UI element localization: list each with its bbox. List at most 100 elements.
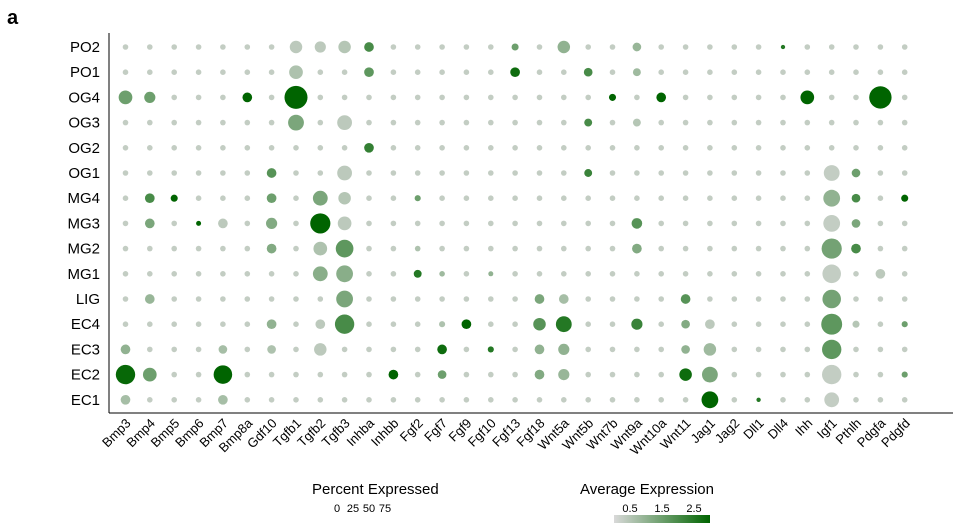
dot-EC4-Bmp6 bbox=[195, 321, 202, 328]
dot-PO1-Tgfb2 bbox=[317, 69, 324, 75]
dot-EC1-Pdgfd bbox=[901, 397, 908, 403]
row-label: MG2 bbox=[67, 241, 100, 258]
dot-OG2-Bmp8a bbox=[244, 145, 251, 151]
dot-MG4-Bmp3 bbox=[122, 195, 129, 201]
dot-MG2-Fgf18 bbox=[536, 245, 543, 252]
dot-MG2-Wnt5b bbox=[585, 245, 591, 252]
dot-MG3-Fgf2 bbox=[414, 220, 421, 227]
dot-MG4-Dll4 bbox=[780, 195, 786, 201]
dot-LIG-Igf1 bbox=[822, 289, 841, 309]
dot-OG4-Dll1 bbox=[755, 94, 762, 101]
dot-OG3-Wnt11 bbox=[682, 119, 689, 126]
dot-EC1-Wnt7b bbox=[609, 397, 616, 403]
dot-LIG-Fgf10 bbox=[488, 296, 494, 302]
dot-EC3-Bmp3 bbox=[120, 344, 131, 355]
dot-MG4-Bmp8a bbox=[244, 195, 251, 201]
dot-PO2-Fgf13 bbox=[511, 43, 519, 51]
dot-OG1-Dll1 bbox=[755, 170, 762, 176]
dot-LIG-Bmp8a bbox=[244, 296, 251, 302]
dot-LIG-Fgf13 bbox=[512, 296, 518, 302]
dots-layer bbox=[115, 40, 909, 409]
dot-OG2-Wnt7b bbox=[609, 145, 616, 151]
dot-OG3-Bmp7 bbox=[220, 119, 226, 126]
dot-EC3-Ihh bbox=[804, 346, 811, 353]
row-label: EC4 bbox=[71, 316, 100, 333]
dot-EC4-Gdf10 bbox=[266, 319, 277, 330]
dot-OG1-Inhbb bbox=[390, 170, 397, 176]
row-label: MG3 bbox=[67, 215, 100, 232]
dot-OG4-Fgf13 bbox=[512, 94, 518, 101]
dot-PO2-Fgf7 bbox=[439, 44, 445, 50]
dot-LIG-Jag2 bbox=[731, 296, 738, 302]
dot-OG4-Fgf9 bbox=[463, 94, 470, 101]
dot-MG4-Pthlh bbox=[851, 193, 861, 203]
dot-PO2-Pdgfd bbox=[901, 44, 908, 50]
dot-PO2-Dll4 bbox=[780, 44, 786, 50]
row-label: PO2 bbox=[70, 39, 100, 56]
dot-EC2-Jag2 bbox=[731, 371, 738, 378]
dot-OG1-Ihh bbox=[804, 170, 811, 176]
dot-PO1-Wnt9a bbox=[632, 68, 641, 77]
dot-MG4-Gdf10 bbox=[266, 193, 277, 204]
size-legend-tick: 0 bbox=[334, 503, 340, 515]
dot-MG4-Fgf2 bbox=[414, 195, 421, 202]
dot-OG3-Bmp3 bbox=[122, 119, 129, 126]
dot-OG4-Bmp7 bbox=[220, 94, 226, 101]
dot-PO2-Fgf10 bbox=[488, 44, 494, 50]
dot-MG4-Wnt9a bbox=[634, 195, 640, 201]
dot-MG1-Wnt10a bbox=[658, 271, 664, 277]
color-legend-bar bbox=[614, 515, 710, 523]
dot-EC4-Pthlh bbox=[852, 320, 860, 328]
dot-MG3-Igf1 bbox=[823, 215, 841, 232]
dot-EC4-Bmp5 bbox=[171, 321, 177, 328]
dot-EC2-Pdgfa bbox=[877, 371, 884, 378]
dot-MG3-Wnt5b bbox=[585, 220, 591, 227]
dot-EC3-Wnt5a bbox=[558, 343, 570, 355]
dot-MG1-Jag1 bbox=[707, 271, 713, 277]
dot-EC2-Gdf10 bbox=[268, 371, 275, 378]
dot-OG3-Dll1 bbox=[755, 119, 762, 126]
dot-MG1-Tgfb1 bbox=[293, 271, 299, 277]
dot-OG4-Ihh bbox=[800, 90, 815, 105]
dot-MG3-Tgfb2 bbox=[310, 213, 331, 234]
dot-OG3-Bmp4 bbox=[147, 119, 153, 126]
dot-PO1-Wnt5a bbox=[561, 69, 567, 75]
dot-OG2-Pdgfd bbox=[901, 145, 908, 151]
dot-MG3-Bmp4 bbox=[144, 218, 155, 229]
dot-OG1-Pdgfa bbox=[877, 170, 884, 176]
dot-EC1-Bmp6 bbox=[195, 397, 202, 403]
dot-PO2-Wnt7b bbox=[609, 44, 616, 50]
color-legend-title: Average Expression bbox=[580, 481, 714, 498]
dot-OG4-Wnt5a bbox=[561, 94, 567, 101]
dot-OG3-Fgf18 bbox=[536, 119, 543, 126]
dot-MG1-Bmp3 bbox=[122, 271, 129, 277]
dot-EC1-Fgf9 bbox=[463, 397, 470, 403]
dot-EC4-Fgf7 bbox=[439, 321, 446, 328]
dot-MG1-Inhba bbox=[366, 271, 372, 277]
dot-OG1-Gdf10 bbox=[266, 168, 277, 178]
dot-EC1-Ihh bbox=[804, 397, 811, 403]
dot-PO1-Gdf10 bbox=[268, 69, 275, 75]
dot-EC4-Tgfb1 bbox=[293, 321, 299, 328]
dot-OG1-Bmp3 bbox=[122, 170, 129, 176]
dot-MG1-Pdgfa bbox=[875, 268, 886, 279]
row-label: EC1 bbox=[71, 392, 100, 409]
dot-EC1-Dll4 bbox=[780, 397, 786, 403]
dot-EC2-Inhbb bbox=[388, 369, 399, 380]
dot-MG4-Inhba bbox=[366, 195, 372, 201]
dot-OG3-Wnt5a bbox=[561, 119, 567, 126]
dot-EC2-Tgfb2 bbox=[317, 371, 324, 378]
dot-MG2-Pdgfd bbox=[901, 245, 908, 252]
column-label: Fgf2 bbox=[397, 416, 426, 445]
dot-MG2-Bmp3 bbox=[122, 245, 129, 252]
dot-MG2-Jag2 bbox=[731, 245, 738, 252]
dot-MG1-Pdgfd bbox=[901, 271, 908, 277]
dot-OG1-Wnt5a bbox=[561, 170, 567, 176]
dot-OG1-Bmp8a bbox=[244, 170, 251, 176]
dot-EC1-Tgfb1 bbox=[293, 397, 299, 403]
dot-EC3-Tgfb1 bbox=[293, 346, 299, 353]
dot-PO2-Bmp6 bbox=[195, 44, 202, 50]
dot-MG2-Fgf9 bbox=[463, 245, 470, 252]
dot-MG2-Wnt9a bbox=[632, 243, 642, 254]
dot-MG3-Wnt10a bbox=[658, 220, 664, 227]
